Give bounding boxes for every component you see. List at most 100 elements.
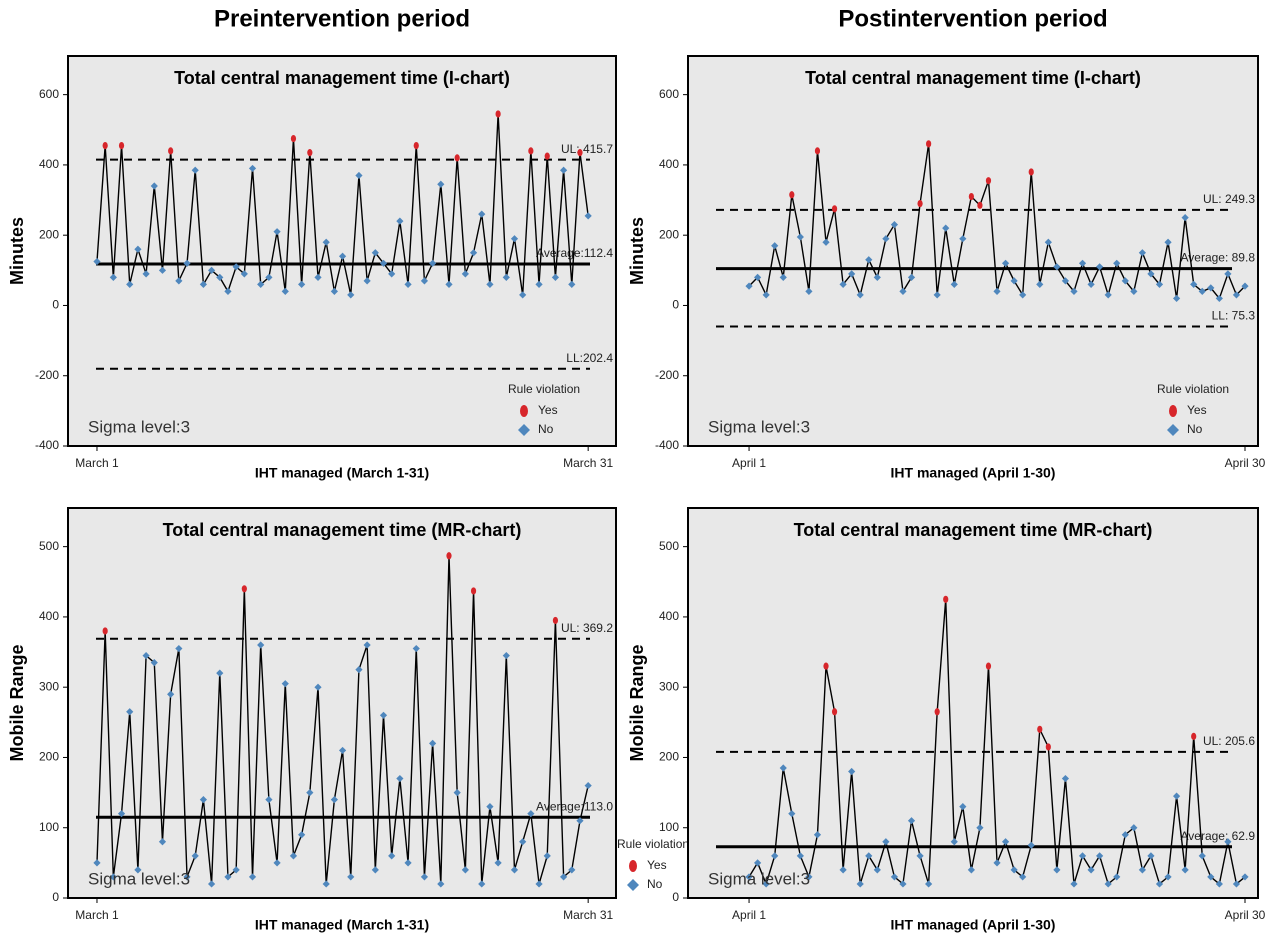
y-axis-label: Mobile Range <box>7 644 27 761</box>
legend-marker <box>1169 405 1177 417</box>
point <box>126 280 134 288</box>
reference-label: Average:113.0 <box>536 799 613 813</box>
point <box>865 256 873 264</box>
point <box>388 270 396 278</box>
violation-point <box>831 708 838 716</box>
point <box>142 651 150 660</box>
legend-marker <box>1167 424 1179 436</box>
point <box>925 880 933 888</box>
point <box>933 291 941 299</box>
point <box>1207 873 1215 881</box>
x-tick-label: April 1 <box>732 908 766 922</box>
point <box>461 866 469 874</box>
y-tick-label: 200 <box>659 750 679 764</box>
point <box>240 270 248 278</box>
x-axis-label: IHT managed (April 1-30) <box>891 917 1056 933</box>
point <box>1096 263 1104 271</box>
point <box>560 873 568 881</box>
point <box>1001 259 1010 267</box>
reference-label: UL: 415.7 <box>561 142 613 156</box>
point <box>1130 287 1138 296</box>
violation-point <box>544 152 550 160</box>
point <box>882 235 890 243</box>
point <box>967 866 975 874</box>
sigma-label: Sigma level:3 <box>88 417 190 436</box>
point <box>404 280 412 288</box>
point <box>494 859 502 867</box>
y-tick-label: 300 <box>659 679 679 693</box>
point <box>298 831 306 839</box>
violation-point <box>1191 732 1197 740</box>
y-tick-label: 500 <box>659 539 679 553</box>
point <box>762 291 770 299</box>
point <box>543 852 551 860</box>
point <box>388 852 396 860</box>
y-tick-label: -400 <box>35 438 59 452</box>
point <box>265 796 273 804</box>
violation-point <box>413 141 419 150</box>
point <box>882 838 890 846</box>
point <box>273 228 281 236</box>
point <box>1172 294 1181 303</box>
point <box>856 291 864 299</box>
legend-marker <box>518 424 530 436</box>
legend-label: No <box>647 877 663 891</box>
point <box>117 810 126 818</box>
point <box>1147 270 1155 278</box>
point <box>502 651 510 660</box>
point <box>1053 866 1061 874</box>
point <box>314 683 322 691</box>
violation-point <box>168 147 174 155</box>
point <box>1138 866 1146 874</box>
y-axis-label: Mobile Range <box>627 644 647 761</box>
point <box>1027 841 1035 849</box>
point <box>779 273 787 281</box>
point <box>873 273 881 281</box>
point <box>429 259 437 267</box>
point <box>848 767 856 776</box>
point <box>1164 873 1172 881</box>
point <box>1138 249 1146 257</box>
point <box>551 273 560 281</box>
point <box>1044 238 1052 246</box>
y-tick-label: -200 <box>655 368 679 382</box>
sigma-label: Sigma level:3 <box>88 869 190 888</box>
point <box>478 210 486 218</box>
point <box>1198 287 1206 296</box>
point <box>126 708 134 716</box>
point <box>1019 291 1027 299</box>
violation-point <box>577 149 583 157</box>
point <box>257 280 265 288</box>
point <box>848 270 856 278</box>
point <box>527 810 535 818</box>
point <box>907 817 916 825</box>
point <box>199 796 208 804</box>
point <box>429 739 437 748</box>
point <box>1121 277 1129 285</box>
point <box>1155 280 1164 288</box>
point <box>322 238 330 246</box>
point <box>1010 866 1018 874</box>
point <box>519 838 527 846</box>
point <box>1224 838 1232 846</box>
y-tick-label: 200 <box>39 227 59 241</box>
point <box>1096 852 1104 860</box>
point <box>330 796 338 804</box>
violation-point <box>495 110 501 118</box>
column-header: Preintervention period <box>214 5 470 32</box>
legend-label: No <box>1187 422 1203 436</box>
plot-area <box>687 55 1259 447</box>
point <box>347 873 355 881</box>
reference-label: Average: 89.8 <box>1180 251 1255 265</box>
point <box>363 641 371 649</box>
point <box>839 280 847 288</box>
point <box>1010 277 1018 285</box>
point <box>453 788 461 797</box>
point <box>420 277 429 285</box>
legend-label: Yes <box>1187 403 1207 417</box>
point <box>232 866 240 874</box>
point <box>93 859 101 867</box>
point <box>1224 270 1232 278</box>
y-tick-label: 100 <box>39 820 59 834</box>
